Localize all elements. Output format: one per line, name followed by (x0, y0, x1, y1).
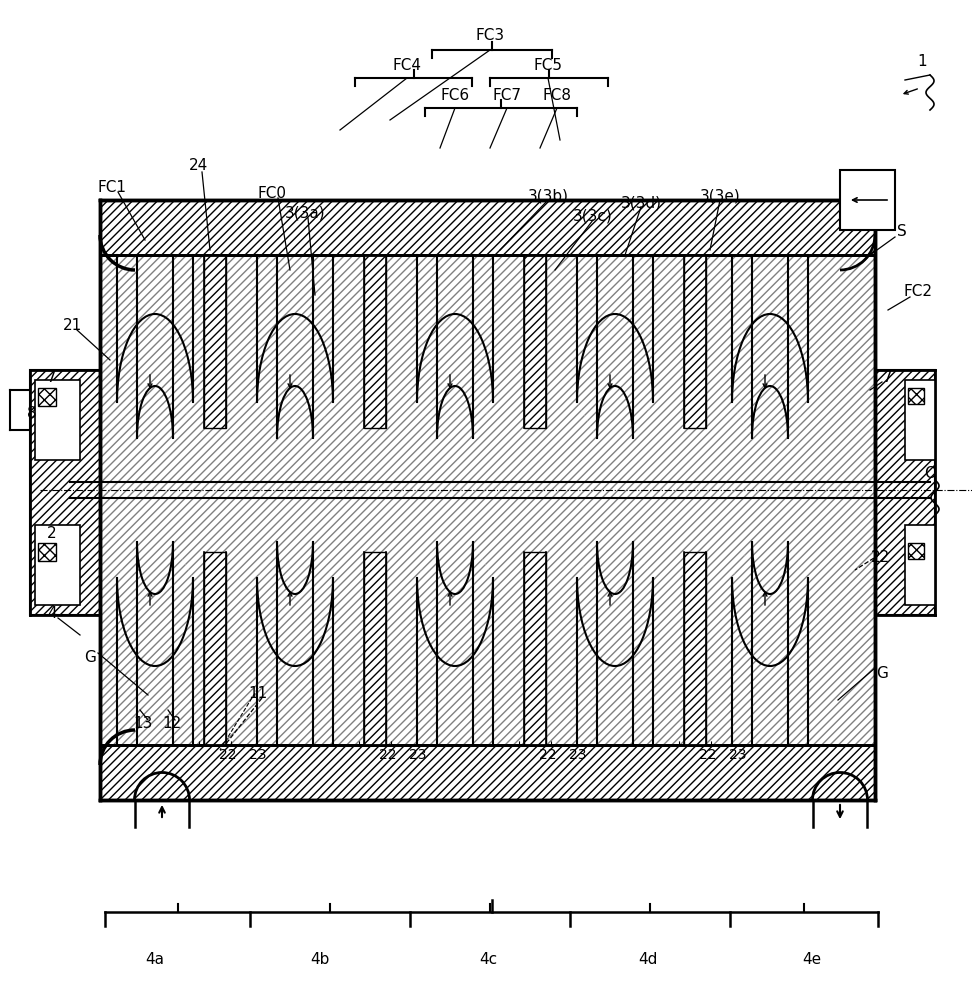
Text: 3(3d): 3(3d) (620, 196, 662, 211)
Polygon shape (633, 542, 653, 745)
Text: 2: 2 (48, 526, 56, 540)
Bar (35, 380, 80, 460)
Text: G: G (84, 650, 96, 666)
Polygon shape (100, 200, 875, 800)
Bar (908, 543, 924, 559)
Text: FC4: FC4 (393, 57, 422, 73)
Text: 22: 22 (379, 748, 397, 762)
Polygon shape (633, 255, 653, 438)
Polygon shape (313, 255, 333, 438)
Text: FC0: FC0 (258, 186, 287, 200)
Polygon shape (257, 542, 277, 745)
Text: G: G (876, 666, 888, 680)
Polygon shape (684, 255, 706, 428)
Polygon shape (313, 542, 333, 745)
Text: FC2: FC2 (904, 284, 932, 300)
Text: 7: 7 (884, 370, 893, 385)
Bar (38, 543, 56, 561)
Polygon shape (473, 255, 493, 438)
Text: O: O (924, 466, 936, 481)
Polygon shape (788, 542, 808, 745)
Bar (908, 388, 924, 404)
Text: 1: 1 (918, 54, 927, 70)
Polygon shape (100, 745, 875, 800)
Text: 3(3b): 3(3b) (528, 188, 569, 204)
Polygon shape (100, 200, 875, 255)
Text: 13: 13 (133, 716, 153, 730)
Text: 3(3a): 3(3a) (285, 206, 326, 221)
Text: 22: 22 (699, 748, 716, 762)
Polygon shape (173, 542, 193, 745)
Text: 23: 23 (249, 748, 266, 762)
Text: 22: 22 (870, 550, 889, 566)
Text: 7: 7 (48, 370, 56, 385)
Polygon shape (257, 255, 277, 438)
Text: 8: 8 (27, 406, 37, 420)
Bar (840, 170, 895, 230)
Text: 23: 23 (729, 748, 746, 762)
Polygon shape (732, 255, 752, 438)
Text: 22: 22 (220, 748, 237, 762)
Polygon shape (524, 552, 546, 745)
Text: 12: 12 (162, 716, 182, 730)
Polygon shape (684, 552, 706, 745)
Polygon shape (732, 542, 752, 745)
Text: FC3: FC3 (475, 27, 504, 42)
Bar (38, 388, 56, 406)
Text: 4d: 4d (639, 952, 658, 968)
Polygon shape (417, 542, 437, 745)
Text: 21: 21 (62, 318, 82, 332)
Text: 11: 11 (249, 686, 267, 700)
Polygon shape (117, 542, 137, 745)
Bar (905, 525, 935, 605)
Text: FC5: FC5 (534, 57, 563, 73)
Polygon shape (788, 255, 808, 438)
Text: FC7: FC7 (493, 89, 522, 104)
Bar (905, 380, 935, 460)
Polygon shape (473, 542, 493, 745)
Text: 23: 23 (570, 748, 587, 762)
Text: 4c: 4c (479, 952, 497, 968)
Text: 3(3e): 3(3e) (700, 188, 741, 204)
Bar (35, 525, 80, 605)
Text: FC8: FC8 (542, 89, 572, 104)
Text: FC6: FC6 (440, 89, 469, 104)
Polygon shape (577, 542, 597, 745)
Text: FC1: FC1 (97, 180, 126, 196)
Polygon shape (204, 552, 226, 745)
Polygon shape (417, 255, 437, 438)
Polygon shape (30, 370, 100, 615)
Text: 4: 4 (48, 605, 56, 620)
Text: 3(3c): 3(3c) (573, 209, 613, 224)
Text: 24: 24 (189, 157, 208, 172)
Text: S: S (897, 225, 907, 239)
Polygon shape (173, 255, 193, 438)
Text: 22: 22 (539, 748, 557, 762)
Polygon shape (524, 255, 546, 428)
Text: 4a: 4a (146, 952, 164, 968)
Text: 4b: 4b (310, 952, 330, 968)
Polygon shape (577, 255, 597, 438)
Polygon shape (364, 552, 386, 745)
Polygon shape (117, 255, 137, 438)
Text: 4e: 4e (803, 952, 821, 968)
Polygon shape (875, 370, 935, 615)
Polygon shape (204, 255, 226, 428)
Polygon shape (364, 255, 386, 428)
Text: 23: 23 (409, 748, 427, 762)
